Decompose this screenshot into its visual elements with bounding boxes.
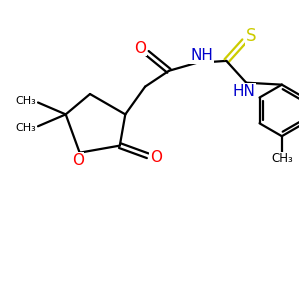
Text: S: S bbox=[246, 27, 256, 45]
Text: HN: HN bbox=[233, 84, 256, 99]
Text: O: O bbox=[134, 40, 146, 56]
Text: CH₃: CH₃ bbox=[16, 123, 37, 133]
Text: O: O bbox=[72, 153, 84, 168]
Text: NH: NH bbox=[190, 48, 213, 63]
Text: O: O bbox=[150, 150, 162, 165]
Text: CH₃: CH₃ bbox=[271, 152, 293, 166]
Text: CH₃: CH₃ bbox=[16, 95, 37, 106]
